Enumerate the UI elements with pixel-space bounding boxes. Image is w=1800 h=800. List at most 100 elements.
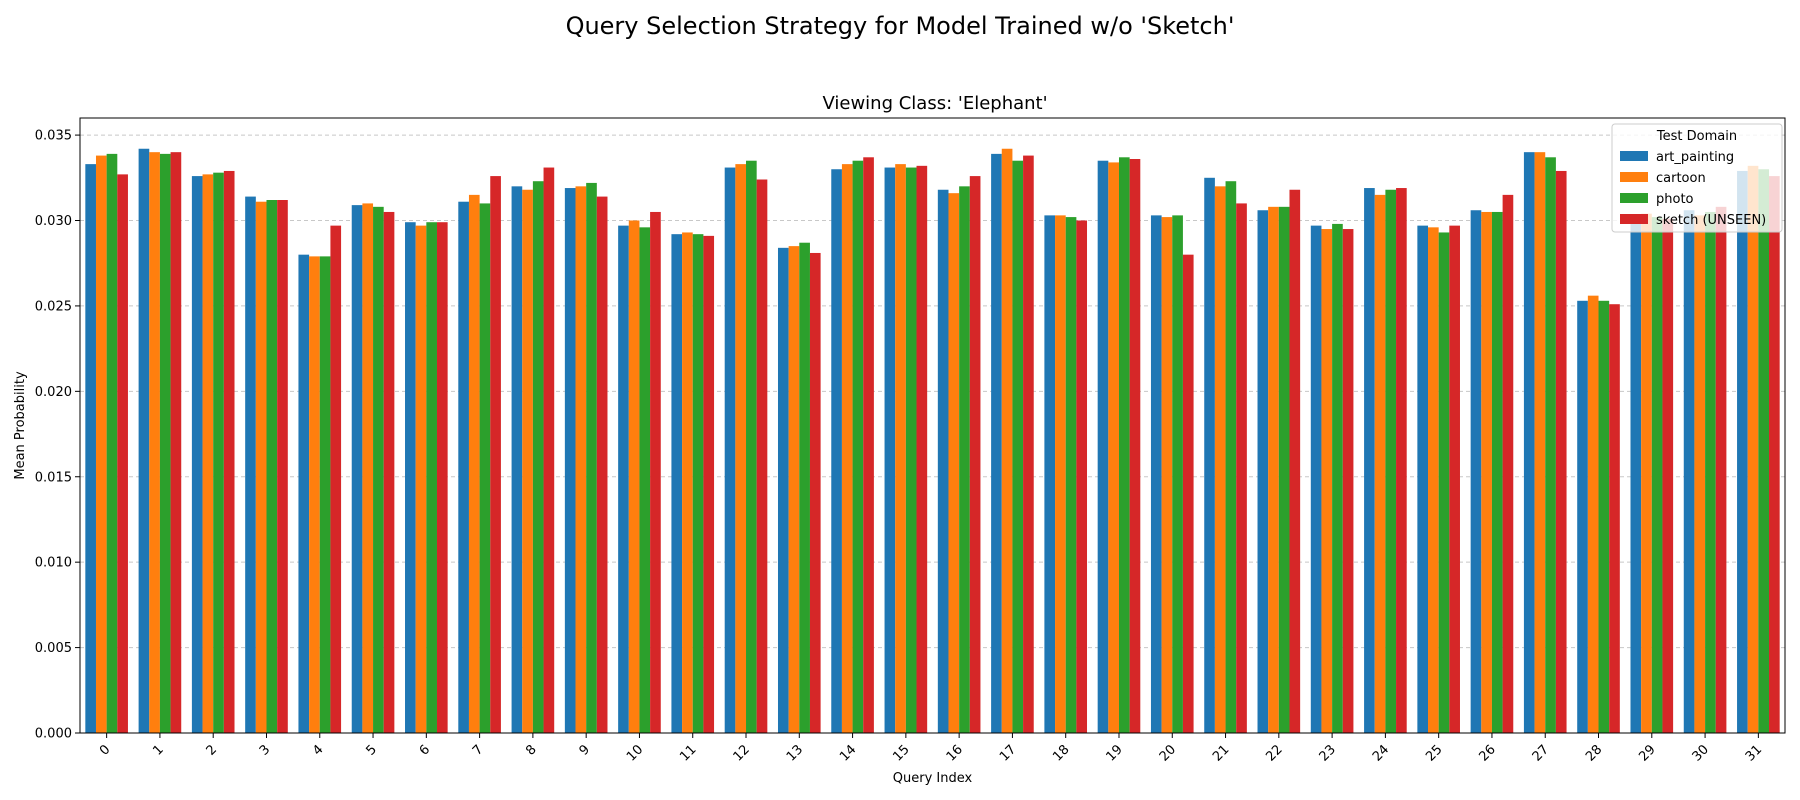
bar [650,211,661,734]
bar [1310,225,1322,733]
bar [1598,300,1610,733]
legend-swatch [1620,172,1648,182]
bar [213,172,224,733]
y-tick-label: 0.030 [35,214,72,229]
bar [1747,165,1759,734]
bar [564,188,576,733]
bar [426,222,437,734]
bar [703,235,715,733]
y-tick-label: 0.025 [35,299,72,314]
legend-label: cartoon [1656,171,1706,186]
bar [1545,157,1556,733]
bar [692,234,704,733]
bar [362,203,374,733]
bar [277,200,288,733]
bar [1364,188,1375,733]
bar [1523,152,1535,733]
bar [490,176,501,734]
bar [255,201,267,734]
bar [1129,159,1141,733]
bar [415,225,427,733]
bar [223,170,235,734]
y-tick-label: 0.005 [35,641,72,656]
bar [1683,210,1695,733]
bar [831,169,842,733]
bar [1630,215,1642,733]
figure-title: Query Selection Strategy for Model Train… [566,12,1235,40]
bar [1737,170,1748,734]
legend-label: photo [1656,192,1694,207]
legend-label: art_painting [1656,150,1734,165]
bar [618,225,629,733]
plot-frame [79,117,1786,734]
bar [1012,160,1024,734]
bar [884,167,896,733]
bar [1278,206,1290,734]
bar [266,200,278,733]
chart-title: Viewing Class: 'Elephant' [822,93,1047,114]
bar [671,234,683,733]
y-axis: 0.000 0.005 0.010 0.015 0.020 0.025 0.030 0.035 [35,129,80,742]
bar [799,242,810,734]
bar [1118,157,1130,733]
bar [1289,189,1301,733]
bar [1449,225,1460,733]
bar [1534,152,1546,733]
bar [1332,223,1343,733]
bar [1001,148,1013,733]
bar [543,167,555,733]
bar [1108,162,1119,733]
bar [1609,304,1620,733]
bar [1076,220,1088,733]
bar [405,222,416,734]
bar [117,174,128,733]
bar [1769,176,1780,734]
bar [245,196,256,734]
bar [436,222,448,734]
bar [351,205,363,733]
bar [1428,227,1439,734]
bars [85,148,1780,734]
bar [383,211,395,734]
legend-swatch [1620,151,1648,161]
bar [969,176,981,734]
bar [1204,177,1215,733]
bar [95,155,107,734]
bar [788,246,800,733]
bar [916,165,928,734]
bar [522,189,533,733]
bar [1470,210,1482,733]
bar [1705,211,1716,734]
bar [852,160,864,734]
bar [1097,160,1109,734]
bar [1385,189,1397,733]
bar [1321,229,1333,733]
bar [1662,218,1674,733]
bar [586,182,597,733]
bar [937,189,949,733]
bar [532,181,544,734]
legend-swatch [1620,214,1648,224]
bar [948,193,960,733]
bar [959,186,970,734]
bar [1651,217,1663,734]
bar [639,227,651,734]
bar [1491,211,1503,734]
bar [1065,217,1077,734]
legend-label: sketch (UNSEEN) [1656,213,1766,228]
bar [1555,170,1567,734]
bar [202,174,214,733]
bar [309,256,320,733]
bar [863,157,874,733]
y-tick-label: 0.035 [35,129,72,144]
bar [1225,181,1237,734]
bar [1374,194,1386,733]
bar [596,196,608,734]
bar [1214,186,1226,734]
bar [373,206,384,734]
bar [809,252,821,734]
bar [191,176,203,734]
bar [1715,206,1727,734]
bar [1044,215,1056,733]
